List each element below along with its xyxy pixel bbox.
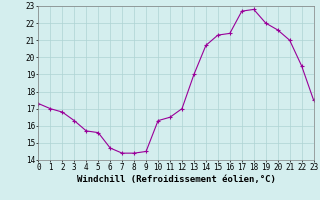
X-axis label: Windchill (Refroidissement éolien,°C): Windchill (Refroidissement éolien,°C) [76, 175, 276, 184]
